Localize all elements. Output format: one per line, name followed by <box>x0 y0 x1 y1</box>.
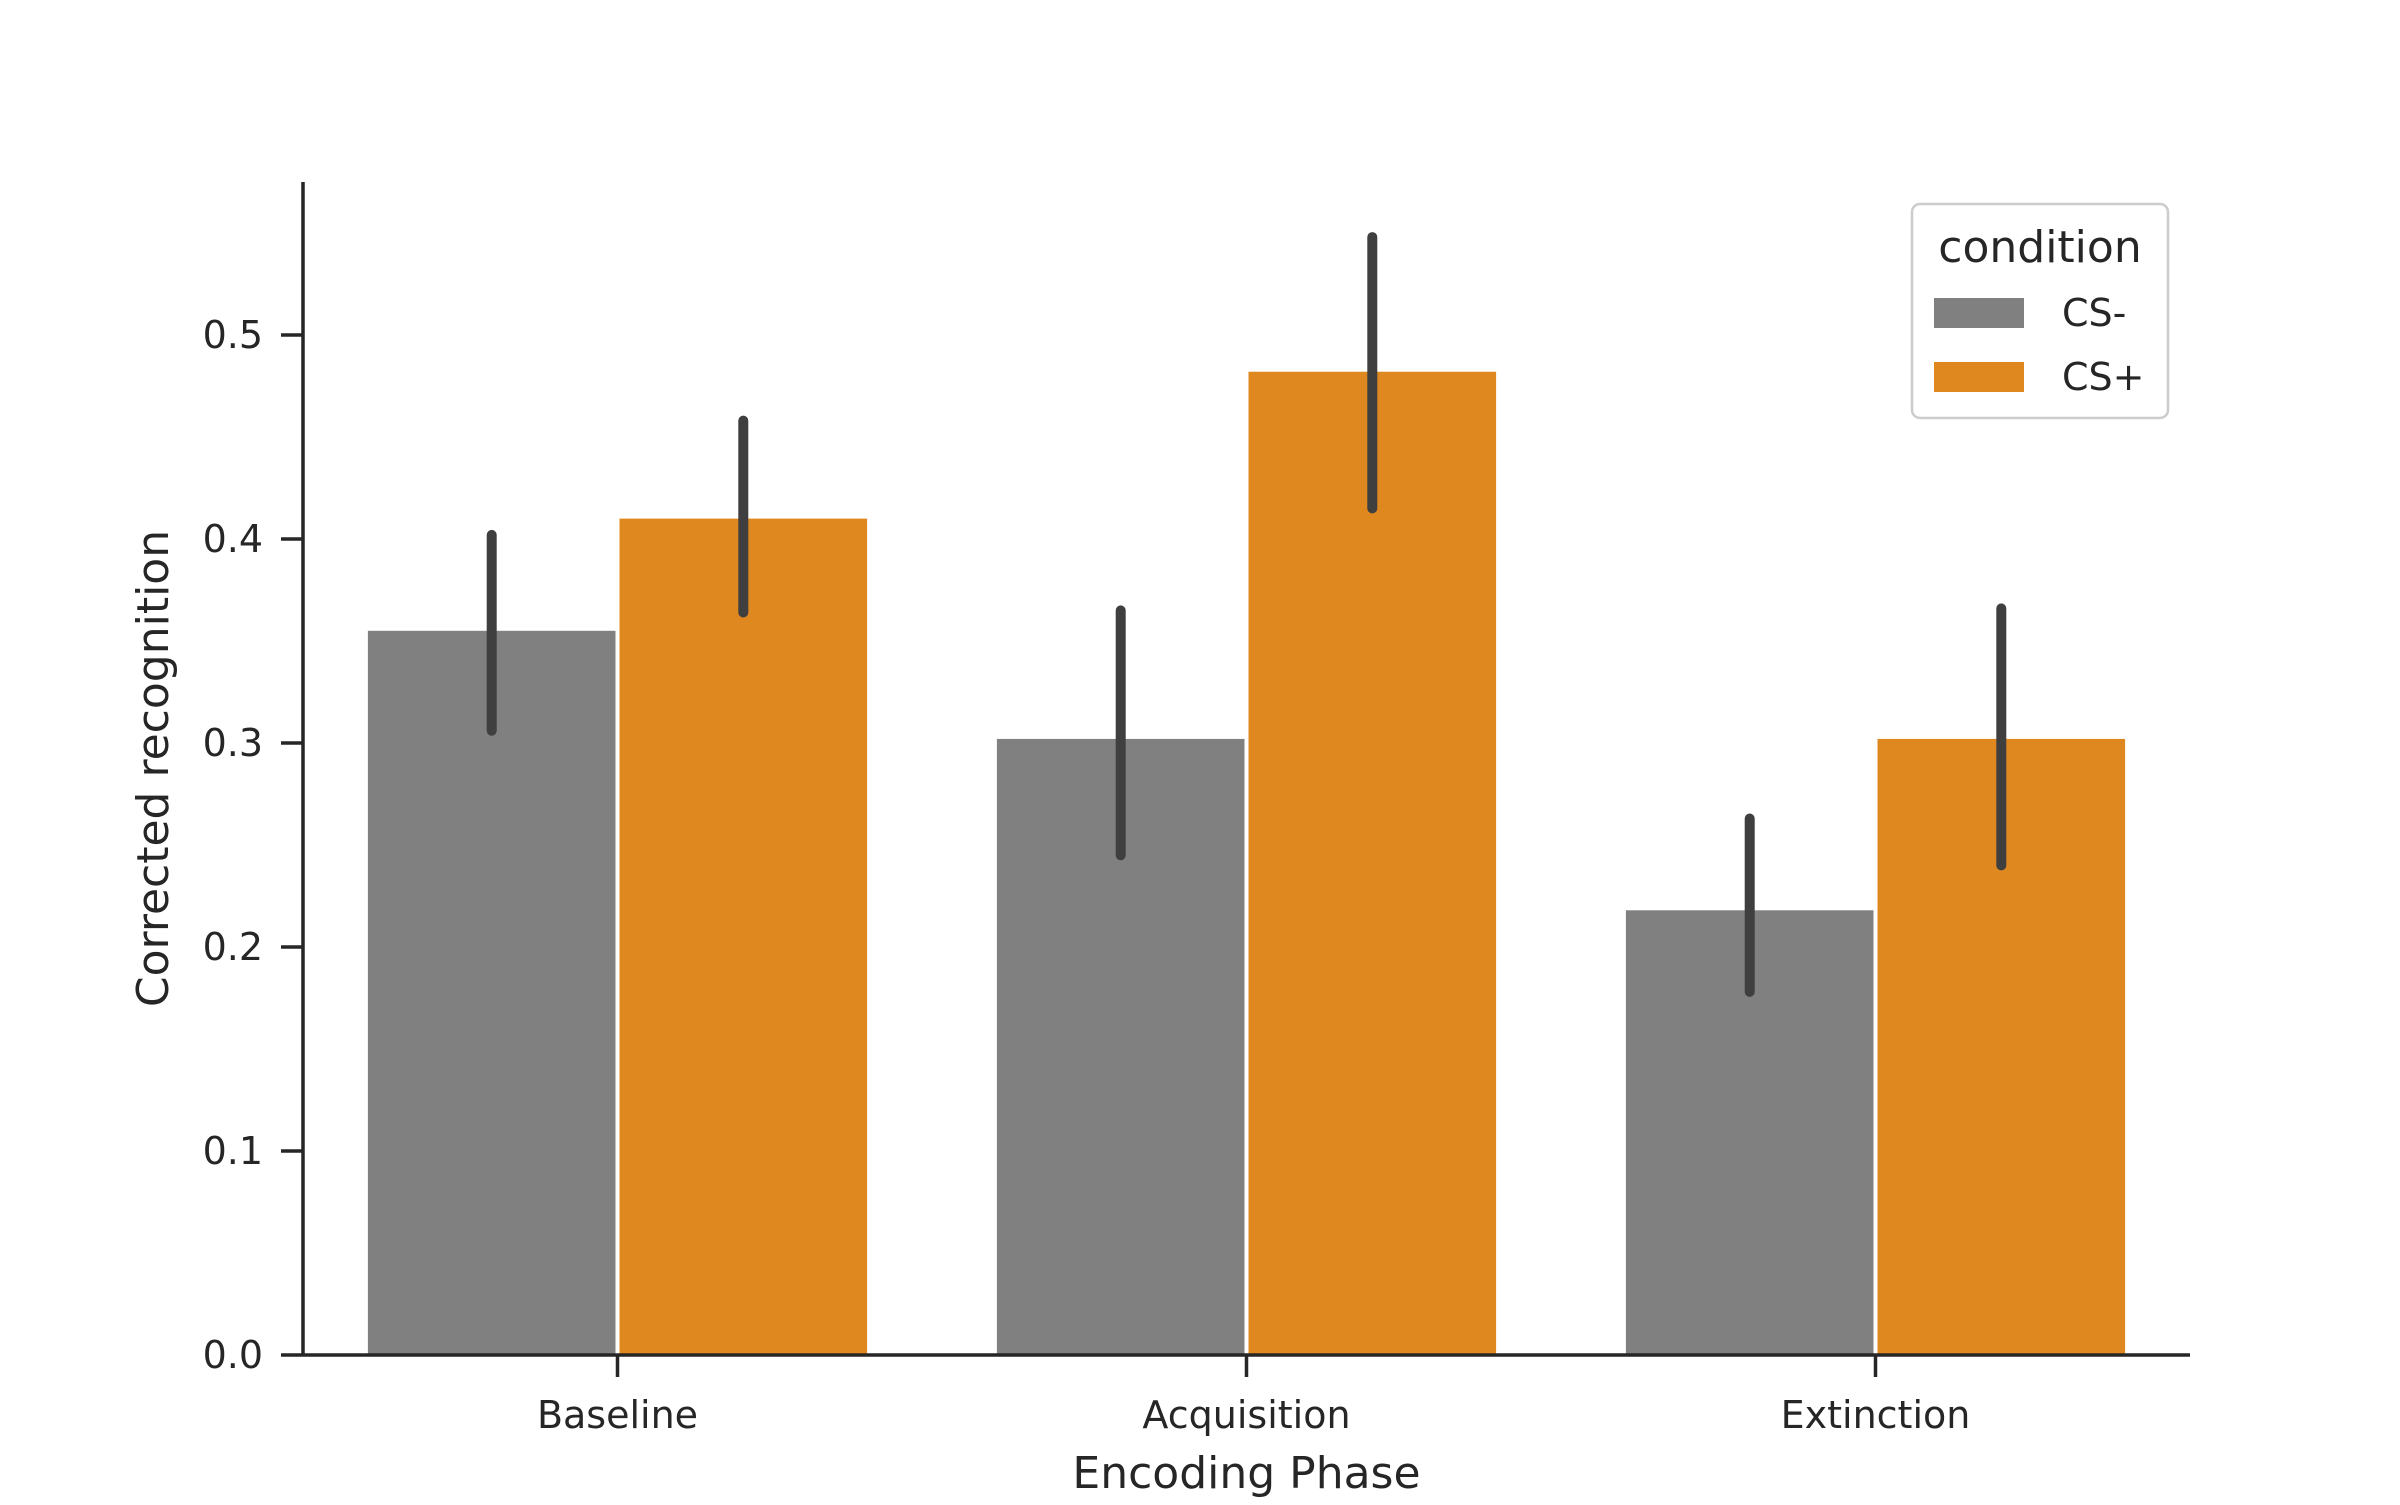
y-tick-label: 0.1 <box>203 1129 263 1173</box>
legend-label-CS+: CS+ <box>2062 355 2145 399</box>
x-axis-title: Encoding Phase <box>1072 1448 1420 1499</box>
x-tick-label: Extinction <box>1781 1393 1971 1437</box>
legend-swatch-CS- <box>1934 298 2024 328</box>
legend-label-CS-: CS- <box>2062 291 2126 335</box>
bar-CS--Baseline <box>367 630 616 1355</box>
y-ticks: 0.0 0.1 0.2 0.3 0.4 0.5 <box>203 313 303 1377</box>
legend-title: condition <box>1938 222 2141 273</box>
legend-swatch-CS+ <box>1934 362 2024 392</box>
x-ticks: Baseline Acquisition Extinction <box>537 1355 1970 1437</box>
bar-CS+-Acquisition <box>1248 371 1497 1356</box>
legend-entries: CS- CS+ <box>1934 291 2145 399</box>
x-tick-label: Baseline <box>537 1393 698 1437</box>
y-axis-title: Corrected recognition <box>128 530 179 1007</box>
y-tick-label: 0.0 <box>203 1333 263 1377</box>
y-tick-label: 0.4 <box>203 517 263 561</box>
legend: condition CS- CS+ <box>1910 202 2170 420</box>
bars-layer <box>367 371 2126 1356</box>
y-tick-label: 0.5 <box>203 313 263 357</box>
y-tick-label: 0.3 <box>203 721 263 765</box>
x-tick-label: Acquisition <box>1142 1393 1350 1437</box>
y-tick-label: 0.2 <box>203 925 263 969</box>
bar-CS+-Baseline <box>619 518 868 1355</box>
error-bars-layer <box>486 232 2007 997</box>
